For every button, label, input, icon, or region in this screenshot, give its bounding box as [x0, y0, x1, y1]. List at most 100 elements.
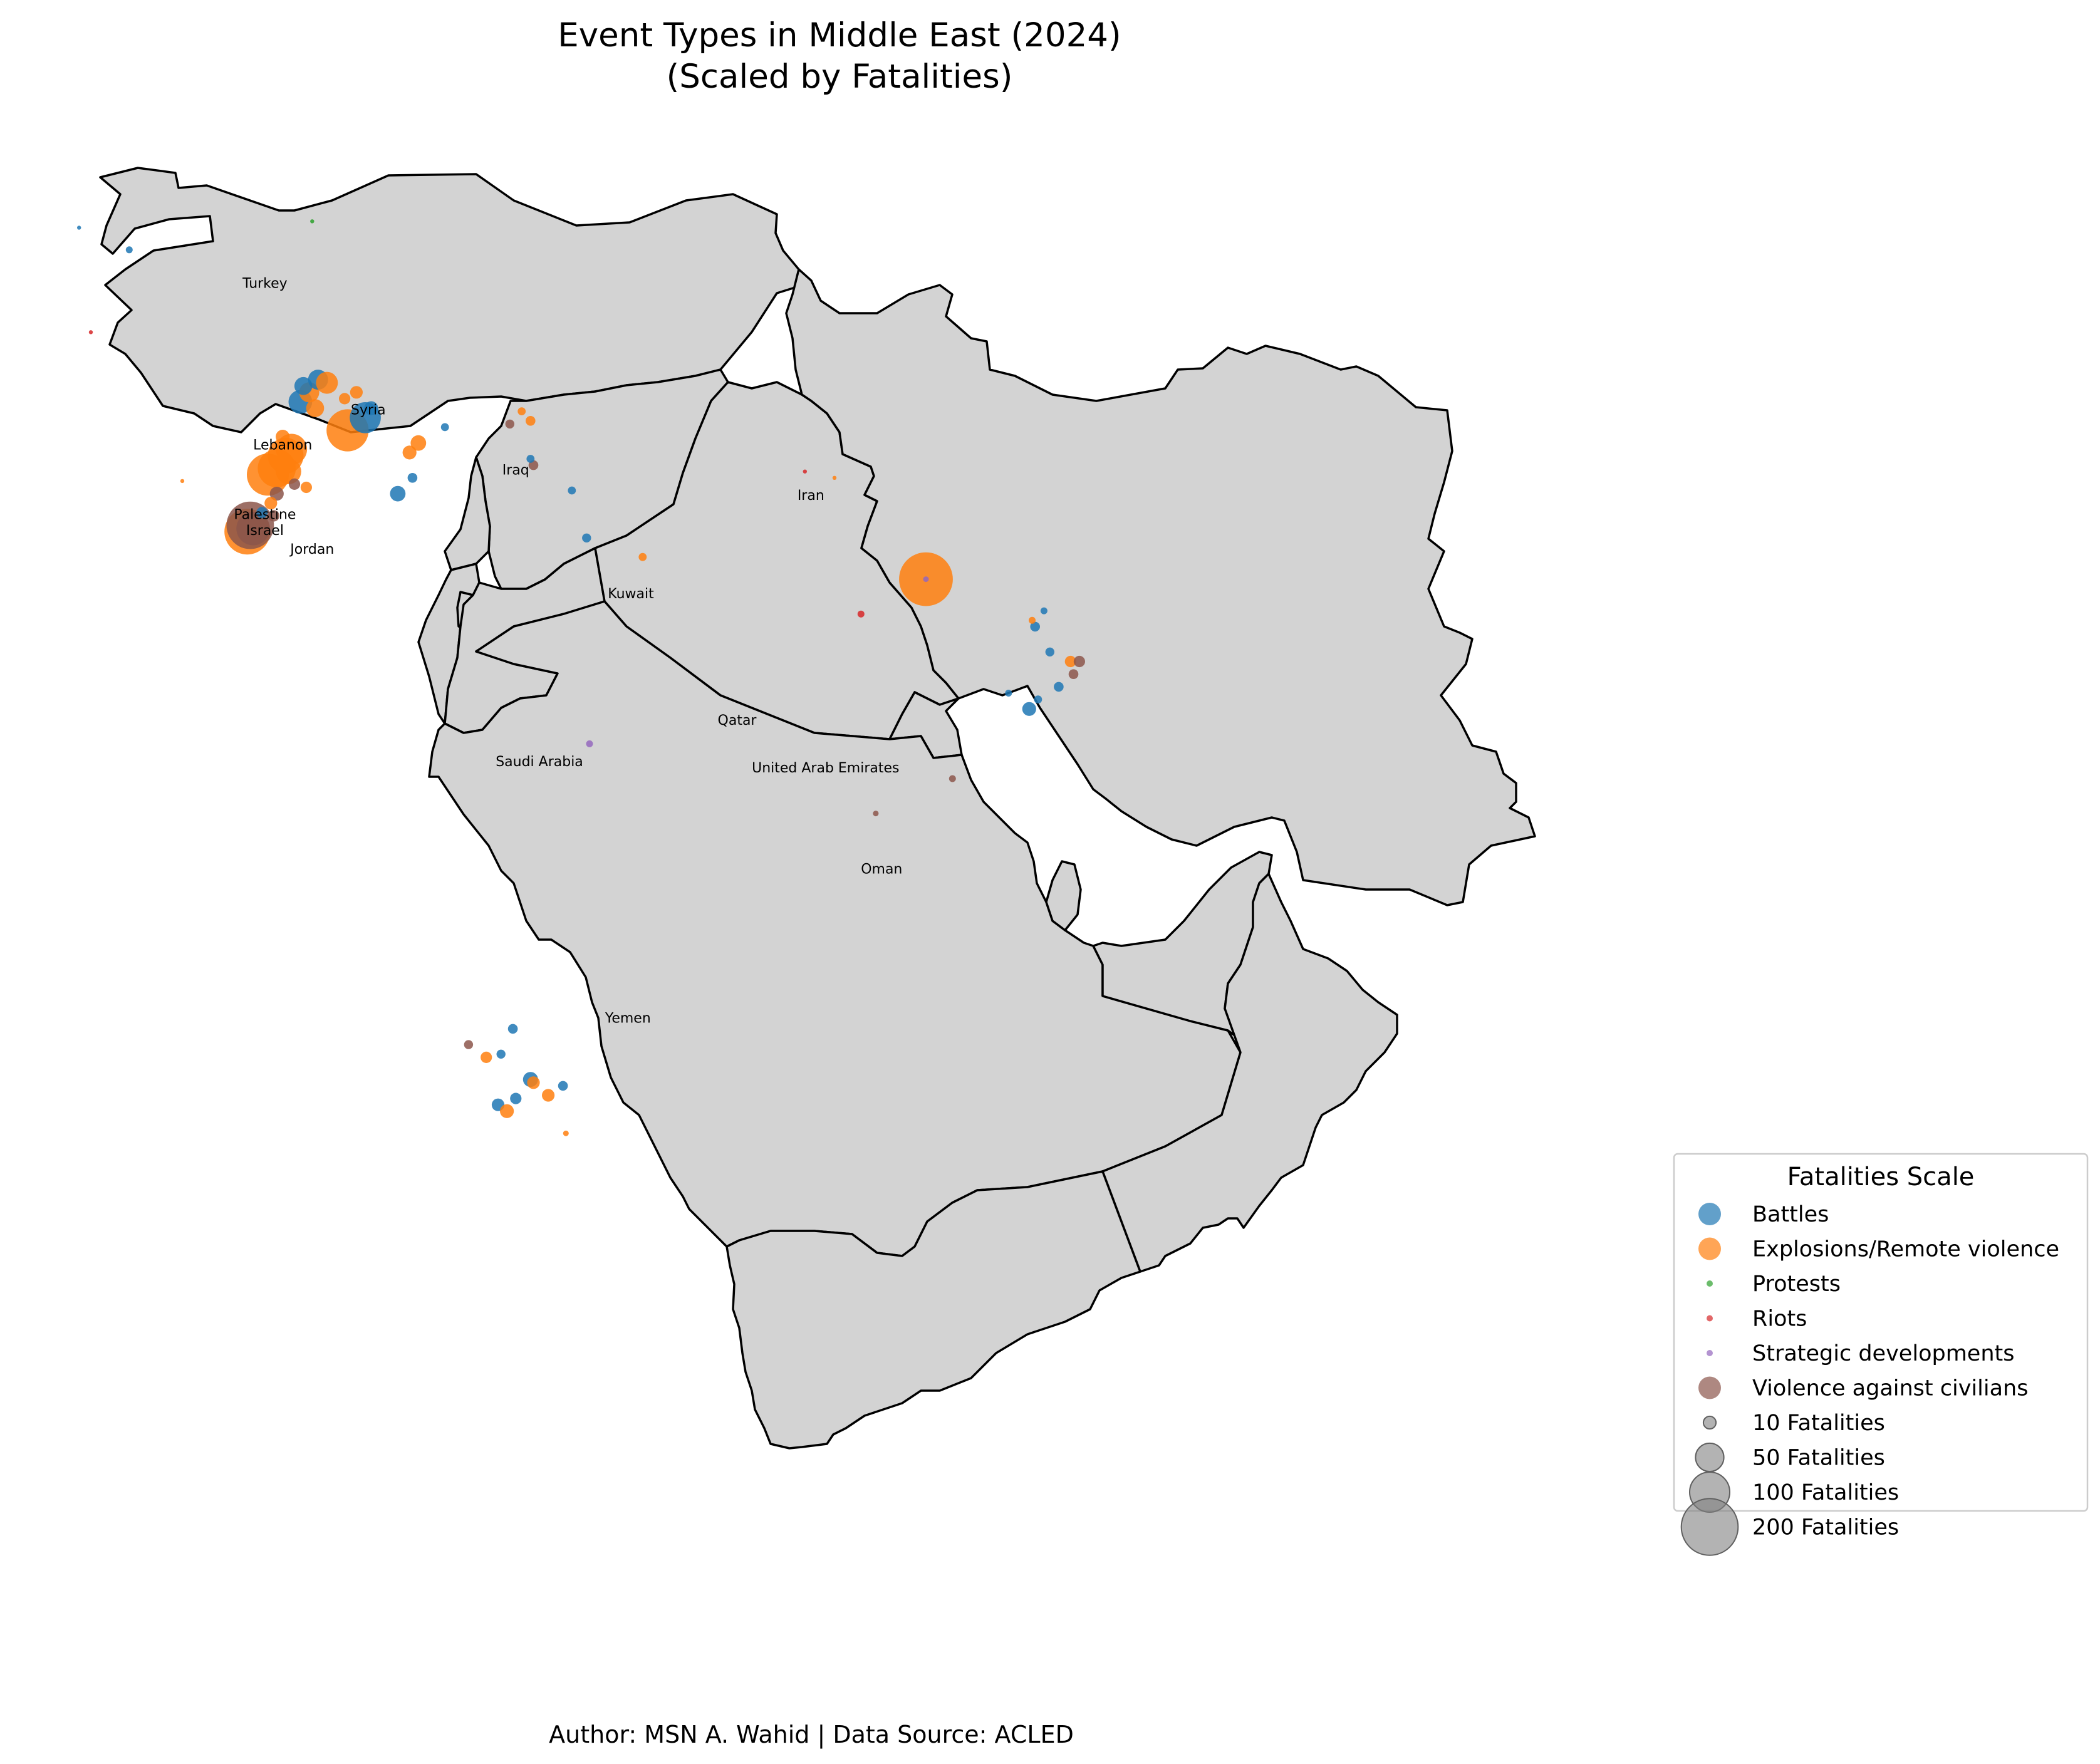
event-marker-violence-against-civilians — [268, 510, 280, 522]
event-marker-explosions-remote-violence — [306, 399, 325, 417]
event-marker-battles — [526, 455, 535, 463]
event-marker-explosions-remote-violence — [410, 435, 427, 451]
country-label-qatar: Qatar — [718, 713, 757, 729]
legend-size-label-100: 100 Fatalities — [1752, 1480, 1899, 1505]
legend-label-riots: Riots — [1752, 1307, 1807, 1332]
country-shape-oman — [1101, 873, 1398, 1273]
legend-size-label-200: 200 Fatalities — [1752, 1515, 1899, 1540]
event-marker-battles — [568, 486, 576, 495]
event-marker-strategic-developments — [923, 576, 929, 583]
event-marker-battles — [558, 1081, 568, 1091]
event-marker-explosions-remote-violence — [563, 1130, 569, 1136]
event-marker-explosions-remote-violence — [481, 1051, 492, 1063]
legend-swatch-violence-against-civilians — [1698, 1376, 1721, 1399]
event-marker-explosions-remote-violence — [638, 553, 647, 561]
country-label-jordan: Jordan — [289, 542, 334, 558]
event-marker-explosions-remote-violence — [316, 371, 338, 394]
event-marker-explosions-remote-violence — [350, 386, 363, 399]
country-label-united-arab-emirates: United Arab Emirates — [752, 760, 899, 776]
event-markers — [77, 219, 1085, 1136]
event-marker-battles — [125, 246, 133, 254]
event-marker-battles — [256, 507, 268, 519]
legend-size-label-50: 50 Fatalities — [1752, 1446, 1885, 1471]
legend-frame — [1673, 1153, 2089, 1512]
event-marker-battles — [294, 376, 313, 395]
legend-swatch-protests — [1707, 1280, 1713, 1287]
event-marker-violence-against-civilians — [873, 811, 879, 817]
legend-swatch-explosions-remote-violence — [1698, 1237, 1721, 1260]
country-shape-iran — [785, 268, 1536, 906]
event-marker-battles — [77, 226, 81, 230]
event-marker-explosions-remote-violence — [1064, 655, 1076, 668]
map-title-line-1: Event Types in Middle East (2024) — [558, 16, 1121, 54]
legend-swatch-riots — [1707, 1315, 1713, 1322]
event-marker-violence-against-civilians — [1068, 669, 1079, 679]
event-marker-battles — [1040, 607, 1047, 615]
event-marker-riots — [88, 330, 93, 335]
event-marker-explosions-remote-violence — [1029, 616, 1036, 624]
legend-label-violence-against-civilians: Violence against civilians — [1752, 1376, 2028, 1401]
event-marker-battles — [440, 423, 449, 432]
legend: Fatalities Scale Battles Explosions/Remot… — [1673, 1153, 2089, 1556]
country-label-iran: Iran — [798, 488, 824, 504]
event-marker-riots — [803, 469, 808, 474]
country-label-israel: Israel — [246, 523, 284, 539]
legend-label-protests: Protests — [1752, 1272, 1841, 1297]
event-marker-violence-against-civilians — [1073, 655, 1085, 668]
country-shapes — [99, 167, 1536, 1450]
country-label-iraq: Iraq — [502, 463, 529, 479]
event-marker-battles — [390, 485, 406, 502]
event-marker-violence-against-civilians — [949, 775, 956, 782]
legend-entries: Battles Explosions/Remote violence Protest… — [1680, 1202, 2059, 1556]
event-marker-riots — [857, 610, 865, 618]
country-shape-yemen — [725, 1170, 1141, 1450]
legend-size-marker-50 — [1695, 1442, 1725, 1473]
event-marker-battles — [1045, 647, 1055, 657]
event-marker-strategic-developments — [586, 740, 593, 747]
event-marker-battles — [1054, 682, 1064, 692]
legend-size-marker-10 — [1702, 1415, 1717, 1430]
country-label-saudi-arabia: Saudi Arabia — [496, 754, 583, 770]
legend-label-strategic-developments: Strategic developments — [1752, 1341, 2014, 1366]
event-marker-battles — [1005, 690, 1012, 697]
legend-swatch-strategic-developments — [1707, 1350, 1713, 1356]
country-label-kuwait: Kuwait — [608, 586, 654, 602]
event-marker-violence-against-civilians — [464, 1040, 474, 1049]
country-label-turkey: Turkey — [242, 276, 288, 292]
event-marker-explosions-remote-violence — [276, 459, 301, 484]
event-marker-explosions-remote-violence — [832, 475, 837, 480]
event-marker-explosions-remote-violence — [500, 1104, 514, 1118]
event-marker-battles — [407, 473, 418, 483]
event-marker-explosions-remote-violence — [264, 497, 278, 510]
legend-label-explosions-remote-violence: Explosions/Remote violence — [1752, 1237, 2059, 1262]
event-marker-protests — [310, 219, 314, 224]
country-label-syria: Syria — [351, 403, 386, 418]
event-marker-battles — [1030, 621, 1040, 632]
event-marker-battles — [1034, 695, 1042, 703]
event-marker-explosions-remote-violence — [276, 430, 290, 444]
event-marker-battles — [510, 1092, 522, 1104]
legend-label-battles: Battles — [1752, 1202, 1829, 1227]
event-marker-explosions-remote-violence — [526, 416, 536, 426]
event-marker-battles — [496, 1049, 506, 1059]
event-marker-battles — [364, 401, 378, 415]
country-label-yemen: Yemen — [605, 1010, 651, 1026]
event-marker-battles — [582, 533, 591, 542]
event-marker-explosions-remote-violence — [517, 407, 526, 415]
country-label-lebanon: Lebanon — [253, 437, 312, 453]
event-marker-explosions-remote-violence — [300, 481, 312, 494]
event-marker-violence-against-civilians — [288, 478, 301, 490]
legend-title: Fatalities Scale — [1787, 1163, 1975, 1191]
event-marker-battles — [1022, 702, 1036, 716]
legend-swatch-battles — [1698, 1203, 1721, 1225]
legend-size-marker-200 — [1680, 1498, 1739, 1556]
legend-size-label-10: 10 Fatalities — [1752, 1411, 1885, 1436]
event-marker-violence-against-civilians — [236, 511, 270, 546]
country-label-oman: Oman — [861, 862, 902, 878]
event-marker-violence-against-civilians — [505, 419, 514, 429]
event-marker-explosions-remote-violence — [527, 1076, 540, 1089]
event-marker-explosions-remote-violence — [180, 479, 185, 484]
map-title-line-2: (Scaled by Fatalities) — [667, 58, 1013, 96]
